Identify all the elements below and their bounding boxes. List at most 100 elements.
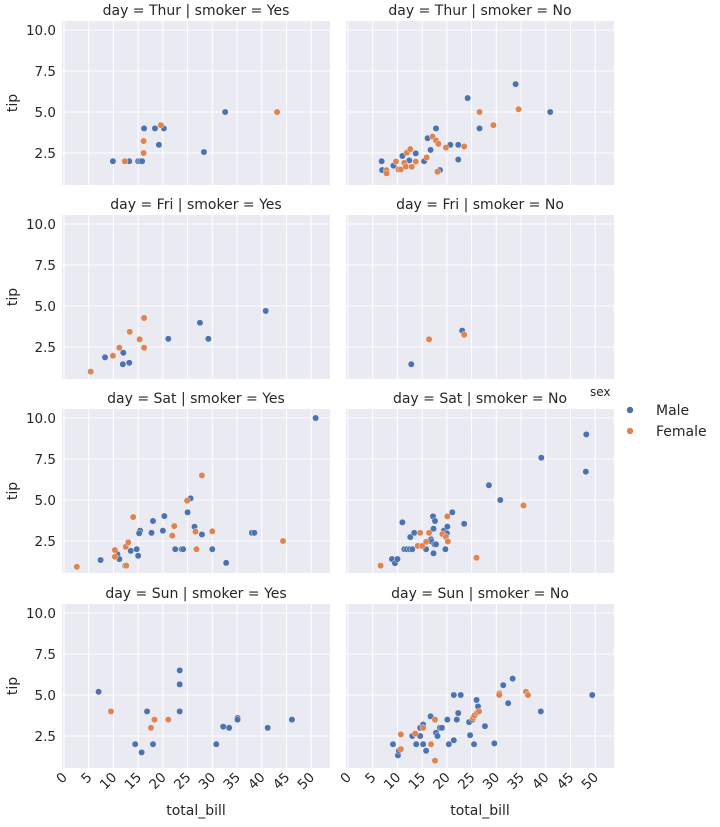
legend-title: sex	[590, 385, 611, 399]
data-point-male	[149, 517, 157, 525]
x-tick-label: 0	[337, 770, 354, 787]
data-point-male	[109, 157, 117, 165]
x-tick-label: 5	[362, 770, 379, 787]
data-point-female	[170, 522, 178, 530]
data-point-female	[273, 108, 281, 116]
data-point-male	[407, 360, 415, 368]
x-tick-label: 30	[480, 770, 503, 793]
x-tick-label: 35	[504, 770, 527, 793]
panel-background	[62, 215, 330, 379]
data-point-female	[406, 145, 414, 153]
data-point-female	[515, 105, 522, 113]
y-tick-label: 2.5	[35, 534, 56, 550]
data-point-female	[198, 472, 206, 479]
facet-panel: day = Sat | smoker = No	[346, 391, 614, 573]
data-point-male	[512, 80, 520, 88]
data-point-female	[279, 537, 287, 545]
panel-title: day = Fri | smoker = No	[396, 197, 564, 213]
panel-background	[346, 215, 614, 379]
y-tick-label: 5.0	[35, 299, 56, 315]
panel-title: day = Sat | smoker = Yes	[107, 391, 285, 407]
data-point-male	[378, 157, 386, 165]
y-axis-label: tip	[5, 677, 21, 695]
data-point-female	[109, 352, 117, 360]
y-tick-label: 5.0	[35, 688, 56, 704]
data-point-male	[453, 716, 461, 724]
data-point-male	[171, 545, 179, 553]
data-point-female	[124, 538, 132, 546]
y-axis-label: tip	[5, 288, 21, 306]
data-point-male	[504, 699, 512, 707]
legend: sex Male Female	[590, 385, 707, 440]
panel-background	[346, 21, 614, 185]
data-point-male	[208, 545, 216, 553]
data-point-male	[149, 740, 157, 748]
x-tick-label: 10	[381, 770, 404, 793]
data-point-male	[135, 529, 143, 537]
panel-title: day = Fri | smoker = Yes	[110, 197, 281, 213]
data-point-female	[115, 344, 123, 352]
data-point-female	[422, 538, 430, 546]
facet-panel: day = Fri | smoker = No	[346, 197, 614, 379]
data-point-male	[431, 517, 439, 525]
data-point-female	[427, 740, 435, 748]
data-point-male	[454, 156, 462, 163]
data-point-male	[430, 525, 437, 533]
legend-label-female: Female	[656, 424, 707, 440]
data-point-male	[537, 708, 545, 715]
data-point-male	[419, 740, 427, 748]
data-point-male	[485, 481, 493, 489]
data-point-male	[225, 724, 233, 732]
data-point-male	[97, 556, 104, 564]
panel-background	[62, 21, 330, 185]
data-point-male	[457, 691, 465, 699]
data-point-male	[134, 552, 142, 560]
data-point-female	[140, 314, 148, 322]
x-tick-label: 5	[78, 770, 95, 787]
x-tick-label: 40	[529, 770, 552, 793]
data-point-male	[234, 716, 241, 724]
data-point-male	[133, 545, 141, 553]
data-point-male	[250, 529, 258, 537]
data-point-female	[418, 542, 426, 550]
x-tick-label: 20	[430, 770, 453, 793]
y-tick-label: 10.0	[26, 23, 56, 39]
data-point-female	[460, 143, 468, 150]
data-point-male	[481, 722, 489, 730]
data-point-female	[412, 158, 420, 165]
data-point-male	[196, 319, 204, 327]
data-point-male	[509, 675, 517, 683]
data-point-female	[411, 730, 419, 737]
data-point-male	[222, 559, 230, 567]
data-point-male	[119, 349, 127, 357]
x-tick-label: 25	[455, 770, 478, 793]
data-point-female	[443, 513, 451, 520]
data-point-male	[434, 732, 441, 740]
panel-title: day = Sat | smoker = No	[393, 391, 567, 407]
data-point-male	[582, 431, 590, 438]
data-point-male	[176, 680, 184, 688]
x-tick-label: 40	[245, 770, 268, 793]
data-point-female	[122, 562, 130, 570]
data-point-male	[164, 335, 172, 343]
x-tick-label: 50	[579, 770, 602, 793]
data-point-male	[443, 523, 451, 530]
facet-panel: day = Thur | smoker = No	[346, 3, 614, 185]
panel-background	[346, 409, 614, 573]
data-point-female	[111, 553, 119, 561]
data-point-male	[119, 360, 127, 368]
data-point-female	[192, 528, 199, 536]
y-tick-label: 7.5	[35, 452, 56, 468]
data-point-male	[184, 508, 191, 516]
data-point-female	[495, 691, 503, 699]
data-point-male	[588, 691, 596, 699]
data-point-male	[159, 527, 167, 535]
data-point-female	[476, 108, 483, 116]
data-point-male	[219, 723, 227, 731]
data-point-female	[392, 158, 400, 165]
data-point-male	[476, 125, 483, 132]
data-point-female	[164, 716, 172, 724]
data-point-male	[212, 740, 220, 748]
y-tick-label: 2.5	[35, 340, 56, 356]
data-point-male	[443, 716, 451, 724]
